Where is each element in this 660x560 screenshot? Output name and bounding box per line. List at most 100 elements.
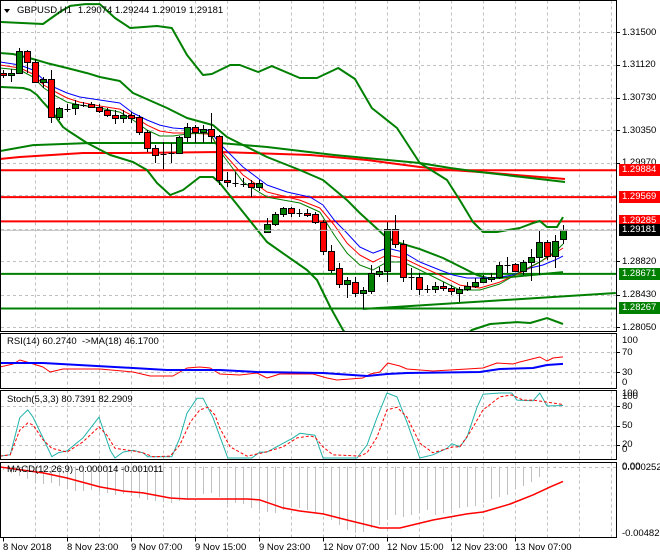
time-label: 9 Nov 23:00: [259, 542, 311, 553]
rsi-plot-area[interactable]: [0, 334, 616, 389]
rsi-14-line: [1, 356, 564, 381]
candle: [280, 207, 287, 218]
price-tick-label: 1.31120: [622, 59, 656, 70]
candle: [104, 108, 111, 118]
candle: [520, 259, 527, 276]
rsi-panel[interactable]: [0, 333, 617, 389]
time-label: 13 Nov 07:00: [515, 542, 572, 553]
stoch-label: Stoch(5,3,3) 80.7391 82.2909: [7, 394, 133, 405]
rsi-ma-18-line: [1, 362, 564, 377]
time-label: 12 Nov 23:00: [451, 542, 508, 553]
main-plot-area[interactable]: [0, 1, 616, 368]
stoch-plot-area[interactable]: [0, 391, 616, 460]
macd-scale-label: 0.00: [622, 460, 641, 472]
main-panel[interactable]: [0, 0, 617, 368]
price-tick-label: 1.30730: [622, 92, 657, 104]
stoch-main-line: [1, 392, 564, 459]
macd-frame: [0, 462, 617, 538]
macd-panel[interactable]: [0, 462, 617, 538]
candle: [544, 240, 551, 260]
candle: [360, 287, 367, 309]
ma-fast-green-line: [1, 67, 564, 291]
macd-plot-area[interactable]: [0, 463, 616, 538]
candle: [40, 76, 47, 89]
candle: [496, 262, 503, 280]
price-tick-label: 1.28050: [622, 321, 657, 333]
candle: [224, 172, 231, 188]
candle: [1, 69, 7, 79]
candle: [408, 268, 415, 291]
candle: [344, 277, 351, 299]
ma-fast-red-line: [1, 64, 564, 289]
rsi-lines: [1, 356, 564, 381]
stoch-scale-label: 50: [622, 420, 633, 431]
candle: [560, 224, 567, 245]
level-lines: [1, 169, 616, 310]
stoch-scale-label: 80: [622, 400, 633, 412]
price-tag: 1.28671: [619, 268, 660, 280]
candles: [1, 48, 567, 309]
candle: [312, 212, 319, 224]
stoch-scale-label: 100: [622, 390, 638, 402]
candle: [160, 141, 167, 170]
candle: [184, 123, 191, 142]
candle: [120, 110, 127, 124]
triangle-down-icon[interactable]: [4, 9, 10, 13]
candle: [80, 101, 87, 108]
candle: [320, 220, 327, 256]
macd-signal-line: [1, 466, 564, 529]
candle: [136, 115, 143, 136]
candle: [16, 48, 23, 74]
ma-slow-red-line: [1, 151, 566, 180]
candle: [480, 275, 487, 284]
time-label: 8 Nov 23:00: [67, 542, 119, 553]
time-label: 9 Nov 15:00: [195, 542, 247, 553]
price-tag: 1.29569: [619, 191, 660, 203]
price-tag: 1.29884: [619, 164, 660, 176]
price-tick-label: 1.31500: [622, 26, 657, 38]
candle: [288, 207, 295, 218]
candle: [264, 218, 271, 233]
candle: [168, 143, 175, 164]
candle: [96, 104, 103, 113]
candle: [32, 59, 39, 83]
stoch-frame: [0, 390, 617, 460]
candle: [512, 262, 519, 273]
candle: [240, 177, 247, 188]
rsi-frame: [0, 333, 617, 389]
candle: [352, 277, 359, 298]
candle: [536, 231, 543, 276]
candle: [400, 240, 407, 283]
candle: [304, 209, 311, 218]
candle: [432, 282, 439, 294]
time-label: 12 Nov 15:00: [387, 542, 444, 553]
price-tick-label: 1.28430: [622, 289, 657, 301]
candle: [416, 272, 423, 296]
candle: [192, 125, 199, 144]
rsi-scale-label: 70: [622, 346, 633, 358]
candle: [272, 212, 279, 227]
trendline-line: [362, 292, 616, 310]
ma-fast-blue-line: [1, 61, 564, 279]
stoch-scale-label: 0: [622, 444, 628, 455]
candle: [144, 130, 151, 152]
candle: [448, 285, 455, 296]
candle: [128, 112, 135, 124]
symbol-timeframe: GBPUSD,H1: [17, 5, 72, 16]
candle: [472, 278, 479, 289]
candle: [296, 209, 303, 218]
stoch-panel[interactable]: [0, 390, 617, 460]
candle: [88, 101, 95, 109]
candle: [64, 104, 71, 113]
stoch-scale-label: 20: [622, 438, 633, 450]
macd-scale-label: -0.004826: [622, 527, 660, 539]
candle: [424, 285, 431, 294]
macd-histogram: [3, 466, 564, 533]
candle: [504, 257, 511, 273]
candle: [440, 282, 447, 292]
candle: [368, 265, 375, 295]
price-tick-label: 1.30350: [622, 124, 657, 136]
stoch-lines: [1, 392, 564, 459]
